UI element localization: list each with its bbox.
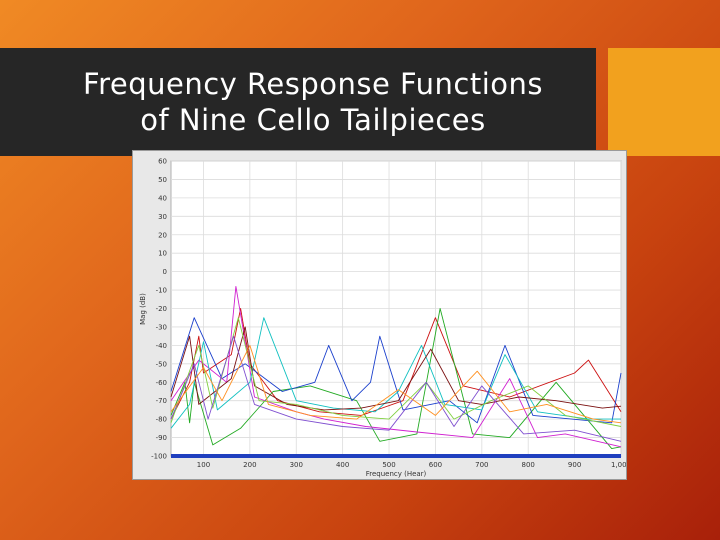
grid (171, 160, 622, 457)
x-tick-label: 100 (197, 461, 210, 469)
x-tick-label: 500 (382, 461, 395, 469)
x-axis-bar (171, 454, 621, 458)
x-tick-label: 700 (475, 461, 488, 469)
y-tick-label: 60 (158, 158, 167, 166)
series-lines (170, 285, 622, 450)
y-tick-label: -20 (156, 305, 167, 313)
y-tick-label: -80 (156, 416, 167, 424)
x-tick-label: 300 (290, 461, 303, 469)
series-line-4 (170, 285, 622, 448)
series-line-6 (170, 326, 622, 411)
x-tick-label: 1,000 (611, 461, 626, 469)
chart-frame: 60 50 40 30 20 10 0 -10 -20 -30 -40 -50 -60 -70 -80 -90… (132, 150, 631, 480)
y-tick-label: 30 (158, 213, 167, 221)
y-tick-label: -60 (156, 379, 167, 387)
y-tick-label: 40 (158, 194, 167, 202)
y-tick-label: -100 (151, 453, 167, 461)
y-tick-label: -90 (156, 434, 167, 442)
y-tick-label: -40 (156, 342, 167, 350)
accent-box (608, 48, 720, 156)
x-tick-label: 800 (522, 461, 535, 469)
x-tick-label: 200 (243, 461, 256, 469)
series-line-7 (170, 317, 622, 427)
frf-chart: 6050403020100-10-20-30-40-50-60-70-80-90… (139, 158, 631, 479)
x-tick-label: 600 (429, 461, 442, 469)
x-tick-label: 900 (568, 461, 581, 469)
slide-title-line-1: Frequency Response Functions (83, 67, 543, 101)
y-axis-label: Mag (dB) (139, 293, 147, 325)
series-line-5 (170, 317, 621, 429)
y-tick-label: -10 (156, 287, 167, 295)
series-line-9 (170, 344, 622, 424)
title-bar: Frequency Response Functions of Nine Cel… (0, 48, 596, 156)
y-tick-label: -70 (156, 397, 167, 405)
slide-title-line-2: of Nine Cello Tailpieces (140, 103, 486, 137)
x-tick-label: 400 (336, 461, 349, 469)
series-line-2 (170, 308, 622, 450)
series-line-3 (170, 317, 622, 424)
y-tick-labels: 60 50 40 30 20 10 0 -10 -20 -30 -40 -50 -60 -70 -80 -90… (151, 158, 167, 461)
y-tick-label: -30 (156, 323, 167, 331)
x-axis-label: Frequency (Hear) (366, 470, 427, 478)
y-tick-label: -50 (156, 360, 167, 368)
y-tick-label: 50 (158, 176, 167, 184)
y-tick-label: 20 (158, 231, 167, 239)
y-tick-label: 0 (163, 268, 167, 276)
x-tick-labels: 100 200 300 400 500 600 700 800 900 1,000 (197, 461, 631, 469)
series-line-8 (170, 335, 622, 442)
y-tick-label: 10 (158, 250, 167, 258)
